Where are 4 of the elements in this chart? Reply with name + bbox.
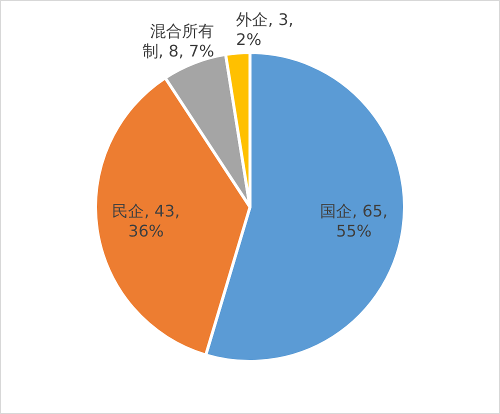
slice-label: 民企, 43, 36% xyxy=(112,201,180,240)
slice-label: 外企, 3, 2% xyxy=(236,10,294,50)
slice-label: 混合所有制, 8, 7% xyxy=(142,22,214,61)
slice-label: 国企, 65, 55% xyxy=(320,201,388,240)
